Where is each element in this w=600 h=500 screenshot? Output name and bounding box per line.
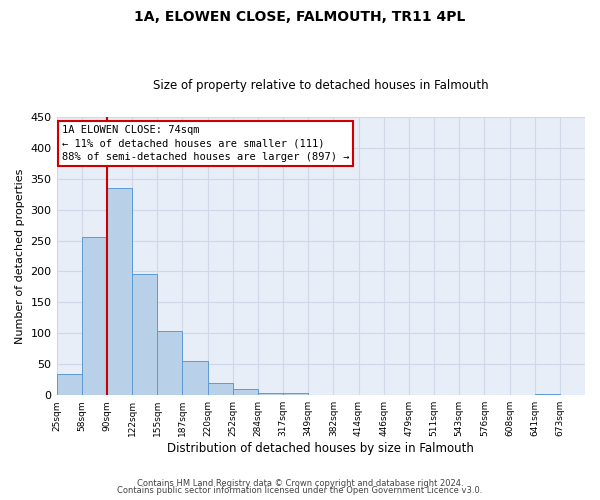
Text: 1A, ELOWEN CLOSE, FALMOUTH, TR11 4PL: 1A, ELOWEN CLOSE, FALMOUTH, TR11 4PL xyxy=(134,10,466,24)
Bar xyxy=(283,394,308,395)
Bar xyxy=(132,274,157,395)
Bar xyxy=(258,392,283,395)
Bar xyxy=(157,332,182,395)
Bar xyxy=(182,360,208,395)
Y-axis label: Number of detached properties: Number of detached properties xyxy=(15,168,25,344)
Bar xyxy=(82,238,107,395)
Title: Size of property relative to detached houses in Falmouth: Size of property relative to detached ho… xyxy=(153,79,488,92)
Text: Contains public sector information licensed under the Open Government Licence v3: Contains public sector information licen… xyxy=(118,486,482,495)
Bar xyxy=(334,394,359,395)
Text: 1A ELOWEN CLOSE: 74sqm
← 11% of detached houses are smaller (111)
88% of semi-de: 1A ELOWEN CLOSE: 74sqm ← 11% of detached… xyxy=(62,125,349,162)
Bar xyxy=(233,389,258,395)
Text: Contains HM Land Registry data © Crown copyright and database right 2024.: Contains HM Land Registry data © Crown c… xyxy=(137,478,463,488)
Bar xyxy=(535,394,560,395)
X-axis label: Distribution of detached houses by size in Falmouth: Distribution of detached houses by size … xyxy=(167,442,474,455)
Bar xyxy=(208,383,233,395)
Bar xyxy=(56,374,82,395)
Bar xyxy=(107,188,132,395)
